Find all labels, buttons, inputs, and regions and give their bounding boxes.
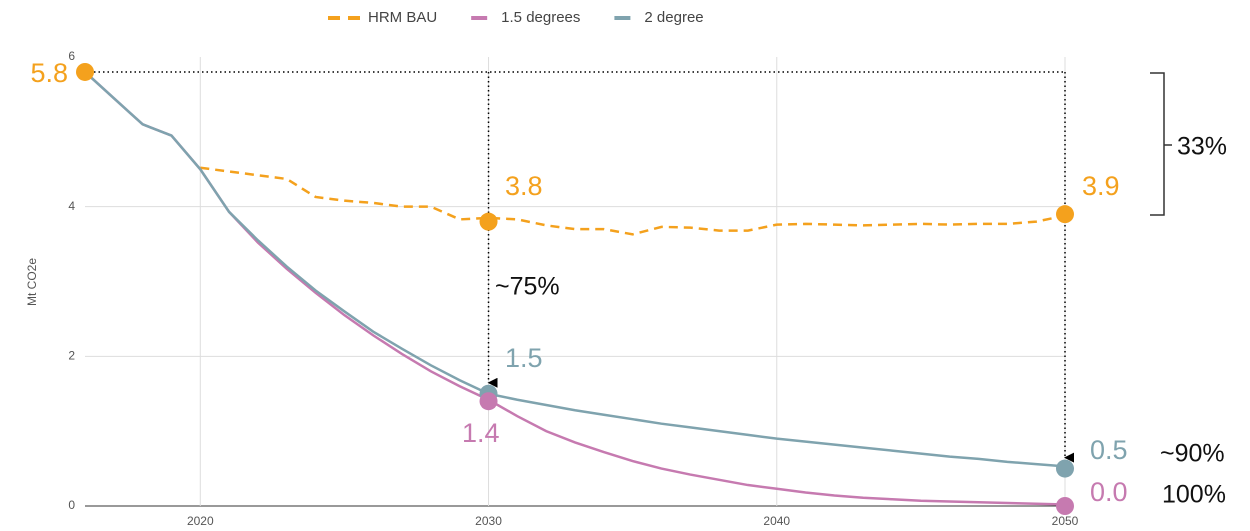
annotation: 100%: [1162, 481, 1226, 509]
marker-dot: [1056, 497, 1074, 515]
marker-dot: [76, 62, 94, 81]
legend-label: 1.5 degrees: [501, 9, 580, 26]
x-tick-label: 2050: [1052, 514, 1079, 528]
y-axis-label: Mt CO2e: [25, 258, 39, 306]
series-line: [200, 166, 1066, 236]
annotation: ~75%: [495, 273, 560, 301]
x-tick-label: 2030: [475, 514, 502, 528]
y-tick-label: 6: [68, 49, 75, 63]
x-tick-label: 2020: [187, 514, 214, 528]
marker-label: 1.5: [505, 343, 543, 373]
marker-label: 0.5: [1090, 435, 1128, 465]
x-tick-label: 2040: [763, 514, 790, 528]
bracket: [1150, 72, 1172, 216]
marker-label: 5.8: [30, 58, 68, 88]
marker-label: 3.9: [1082, 171, 1120, 201]
annotation: 33%: [1177, 133, 1227, 161]
y-tick-label: 0: [68, 498, 75, 512]
marker-dot: [1056, 459, 1074, 478]
series-line: [84, 71, 1066, 468]
series-line: [84, 71, 1066, 506]
legend-label: HRM BAU: [368, 9, 437, 26]
marker-dot: [1056, 205, 1074, 224]
annotation: ~90%: [1160, 440, 1225, 468]
y-tick-label: 2: [68, 349, 75, 363]
y-tick-label: 4: [68, 199, 75, 213]
marker-dot: [479, 392, 498, 411]
marker-dot: [479, 212, 498, 231]
marker-label: 3.8: [505, 171, 543, 201]
marker-label: 0.0: [1090, 477, 1128, 507]
legend-label: 2 degree: [644, 9, 703, 26]
marker-label: 1.4: [462, 418, 500, 448]
